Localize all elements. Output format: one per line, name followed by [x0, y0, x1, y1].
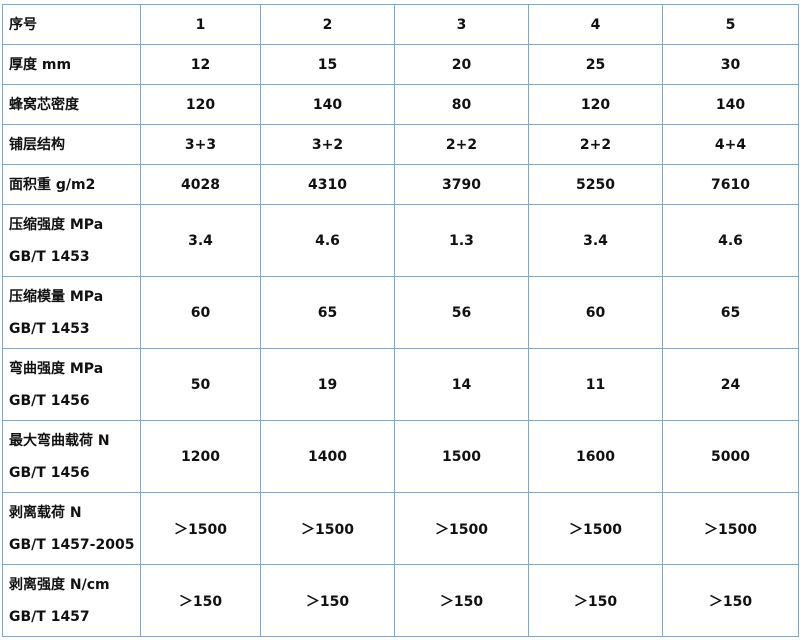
- table-row: 最大弯曲载荷 N GB/T 1456 1200 1400 1500 1600 5000: [2, 420, 799, 493]
- table-cell: 3.4: [528, 204, 663, 277]
- row-label: 剥离载荷 N: [9, 504, 82, 521]
- table-cell: 56: [394, 276, 529, 349]
- table-cell: 65: [662, 276, 799, 349]
- row-standard: GB/T 1457-2005: [9, 536, 135, 553]
- row-header: 厚度 mm: [2, 44, 141, 85]
- table-cell: 3.4: [140, 204, 261, 277]
- table-cell: 60: [528, 276, 663, 349]
- table-cell: 65: [260, 276, 395, 349]
- row-standard: GB/T 1456: [9, 464, 90, 481]
- table-cell: 120: [140, 84, 261, 125]
- table-cell: 30: [662, 44, 799, 85]
- row-header: 压缩强度 MPa GB/T 1453: [2, 204, 141, 277]
- table-cell: ＞1500: [260, 492, 395, 565]
- table-cell: ＞150: [260, 564, 395, 637]
- table-cell: 3: [394, 4, 529, 45]
- row-label: 剥离强度 N/cm: [9, 576, 110, 593]
- row-standard: GB/T 1457: [9, 608, 90, 625]
- row-header: 弯曲强度 MPa GB/T 1456: [2, 348, 141, 421]
- row-label: 压缩模量 MPa: [9, 288, 104, 305]
- table-cell: 1200: [140, 420, 261, 493]
- table-cell: 3790: [394, 164, 529, 205]
- table-cell: 50: [140, 348, 261, 421]
- table-cell: 4+4: [662, 124, 799, 165]
- table-row: 蜂窝芯密度 120 140 80 120 140: [2, 84, 799, 125]
- table-cell: 2+2: [528, 124, 663, 165]
- table-cell: ＞1500: [662, 492, 799, 565]
- table-cell: ＞1500: [394, 492, 529, 565]
- table-cell: 19: [260, 348, 395, 421]
- table-cell: 1.3: [394, 204, 529, 277]
- row-label: 序号: [9, 16, 37, 33]
- table-cell: ＞1500: [140, 492, 261, 565]
- table-cell: 1600: [528, 420, 663, 493]
- table-cell: 1500: [394, 420, 529, 493]
- table-cell: 25: [528, 44, 663, 85]
- table-cell: 4.6: [260, 204, 395, 277]
- table-cell: 24: [662, 348, 799, 421]
- row-header: 蜂窝芯密度: [2, 84, 141, 125]
- table-cell: 15: [260, 44, 395, 85]
- table-cell: 3+3: [140, 124, 261, 165]
- table-cell: 140: [260, 84, 395, 125]
- table-cell: ＞1500: [528, 492, 663, 565]
- table-row: 厚度 mm 12 15 20 25 30: [2, 44, 799, 85]
- table-row: 面积重 g/m2 4028 4310 3790 5250 7610: [2, 164, 799, 205]
- table-cell: 20: [394, 44, 529, 85]
- table-cell: 60: [140, 276, 261, 349]
- table-cell: 2: [260, 4, 395, 45]
- table-row: 压缩模量 MPa GB/T 1453 60 65 56 60 65: [2, 276, 799, 349]
- row-header: 序号: [2, 4, 141, 45]
- row-label: 厚度 mm: [9, 56, 72, 73]
- table-cell: 140: [662, 84, 799, 125]
- table-cell: 14: [394, 348, 529, 421]
- table-cell: 4310: [260, 164, 395, 205]
- properties-table: 序号 1 2 3 4 5 厚度 mm 12 15 20 25 30 蜂窝芯密度 120 140 80 120 14…: [2, 4, 799, 637]
- table-cell: 5: [662, 4, 799, 45]
- row-label: 压缩强度 MPa: [9, 216, 104, 233]
- table-cell: 1400: [260, 420, 395, 493]
- row-header: 压缩模量 MPa GB/T 1453: [2, 276, 141, 349]
- row-label: 铺层结构: [9, 136, 65, 153]
- table-row: 压缩强度 MPa GB/T 1453 3.4 4.6 1.3 3.4 4.6: [2, 204, 799, 277]
- table-row: 序号 1 2 3 4 5: [2, 4, 799, 45]
- table-cell: 5250: [528, 164, 663, 205]
- table-row: 铺层结构 3+3 3+2 2+2 2+2 4+4: [2, 124, 799, 165]
- row-label: 面积重 g/m2: [9, 176, 96, 193]
- row-standard: GB/T 1453: [9, 320, 90, 337]
- table-cell: 1: [140, 4, 261, 45]
- row-header: 最大弯曲载荷 N GB/T 1456: [2, 420, 141, 493]
- table-cell: 4028: [140, 164, 261, 205]
- row-standard: GB/T 1453: [9, 248, 90, 265]
- row-label: 弯曲强度 MPa: [9, 360, 104, 377]
- row-header: 剥离载荷 N GB/T 1457-2005: [2, 492, 141, 565]
- table-cell: ＞150: [662, 564, 799, 637]
- table-cell: 12: [140, 44, 261, 85]
- table-cell: ＞150: [140, 564, 261, 637]
- table-cell: 4: [528, 4, 663, 45]
- table-cell: 5000: [662, 420, 799, 493]
- row-label: 最大弯曲载荷 N: [9, 432, 110, 449]
- row-header: 剥离强度 N/cm GB/T 1457: [2, 564, 141, 637]
- table-cell: 80: [394, 84, 529, 125]
- table-cell: 3+2: [260, 124, 395, 165]
- table-row: 剥离载荷 N GB/T 1457-2005 ＞1500 ＞1500 ＞1500 ＞1500…: [2, 492, 799, 565]
- table-row: 弯曲强度 MPa GB/T 1456 50 19 14 11 24: [2, 348, 799, 421]
- row-label: 蜂窝芯密度: [9, 96, 79, 113]
- table-cell: 11: [528, 348, 663, 421]
- table-cell: 120: [528, 84, 663, 125]
- table-cell: ＞150: [394, 564, 529, 637]
- table-cell: 2+2: [394, 124, 529, 165]
- table-cell: 4.6: [662, 204, 799, 277]
- row-header: 面积重 g/m2: [2, 164, 141, 205]
- row-standard: GB/T 1456: [9, 392, 90, 409]
- row-header: 铺层结构: [2, 124, 141, 165]
- table-cell: 7610: [662, 164, 799, 205]
- table-cell: ＞150: [528, 564, 663, 637]
- table-row: 剥离强度 N/cm GB/T 1457 ＞150 ＞150 ＞150 ＞150 ＞150: [2, 564, 799, 637]
